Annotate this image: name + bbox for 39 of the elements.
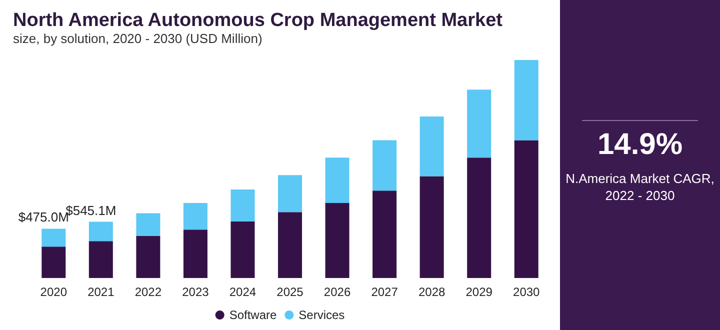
bar	[88, 241, 113, 278]
bar	[467, 158, 492, 278]
bar	[88, 222, 113, 242]
bar	[325, 158, 350, 204]
bar	[420, 176, 444, 278]
x-tick-label: 2030	[513, 285, 540, 299]
x-tick-label: 2028	[418, 285, 446, 299]
bar	[183, 203, 208, 230]
bar	[372, 190, 397, 278]
bar	[325, 203, 350, 278]
bar	[278, 175, 302, 212]
x-tick-label: 2029	[466, 285, 493, 299]
legend-label: Software	[229, 308, 277, 322]
bar	[467, 90, 492, 158]
chart-title: North America Autonomous Crop Management Market	[13, 10, 504, 31]
x-tick-label: 2024	[229, 285, 256, 299]
bar	[230, 189, 255, 222]
legend-label: Services	[298, 308, 345, 322]
bar	[183, 230, 208, 278]
x-tick-label: 2025	[276, 285, 304, 299]
x-tick-label: 2022	[134, 285, 162, 299]
bar	[42, 246, 66, 278]
bar	[136, 236, 160, 278]
bar	[42, 228, 66, 247]
chart-subtitle: size, by solution, 2020 - 2030 (USD Million)	[13, 31, 262, 46]
x-tick-label: 2026	[324, 285, 351, 299]
x-tick-label: 2020	[40, 285, 68, 299]
x-tick-label: 2021	[88, 285, 115, 299]
bar	[372, 140, 397, 191]
bar	[136, 213, 160, 236]
bar	[514, 60, 538, 140]
bar	[514, 140, 538, 278]
x-tick-label: 2023	[182, 285, 210, 299]
text: 14.9%	[596, 128, 684, 162]
bar	[278, 212, 302, 278]
x-tick-label: 2027	[371, 285, 398, 299]
bar	[230, 222, 255, 278]
text: N.America Market CAGR, 2022 - 2030	[564, 170, 716, 204]
bar	[420, 116, 444, 176]
